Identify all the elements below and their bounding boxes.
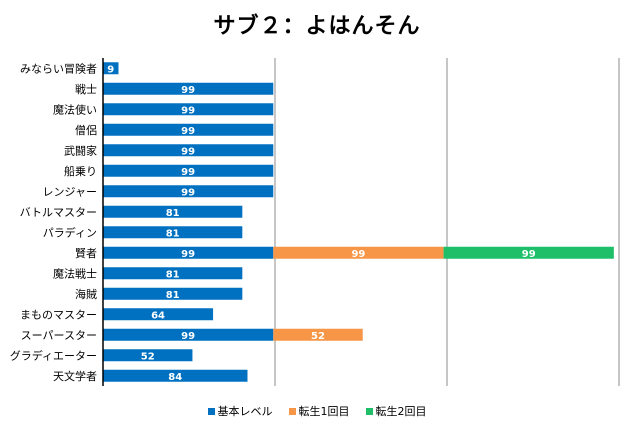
bar	[103, 144, 274, 157]
bar	[103, 267, 243, 280]
bar	[103, 82, 274, 95]
data-label: 52	[141, 351, 155, 362]
data-label: 9	[107, 64, 114, 75]
legend-label: 転生1回目	[298, 405, 350, 418]
bar	[103, 164, 274, 177]
legend-swatch	[365, 407, 373, 415]
data-label: 99	[181, 331, 195, 342]
category-label: 魔法使い	[53, 102, 97, 116]
data-label: 99	[181, 85, 195, 96]
legend-label: 転生2回目	[375, 405, 427, 418]
legend-swatch	[207, 407, 215, 415]
legend-item: 転生1回目	[288, 403, 350, 419]
category-label: 僧侶	[75, 123, 97, 137]
data-label: 99	[181, 249, 195, 260]
legend-swatch	[288, 407, 296, 415]
category-label: 戦士	[75, 83, 97, 96]
category-label: 魔法戦士	[53, 266, 97, 280]
bar	[103, 103, 274, 116]
category-label: まものマスター	[20, 308, 97, 321]
data-label: 81	[166, 228, 180, 239]
bar	[103, 287, 243, 300]
data-label: 81	[166, 208, 180, 219]
bar	[443, 246, 614, 259]
data-label: 81	[166, 269, 180, 280]
category-label: パラディン	[43, 225, 97, 239]
data-label: 99	[351, 249, 365, 260]
bar	[103, 185, 274, 198]
bar	[103, 246, 274, 259]
bar	[103, 328, 274, 341]
bar	[103, 62, 119, 75]
data-label: 81	[166, 290, 180, 301]
legend-label: 基本レベル	[217, 405, 273, 418]
bar	[103, 369, 248, 382]
legend-item: 転生2回目	[365, 403, 427, 419]
chart-title: サブ２：よはんそん	[213, 14, 421, 39]
category-label: バトルマスター	[20, 206, 97, 219]
data-label: 99	[181, 187, 195, 198]
bar	[103, 123, 274, 136]
category-label: みならい冒険者	[20, 62, 97, 75]
data-label: 52	[311, 331, 325, 342]
bar	[103, 349, 193, 362]
legend-item: 基本レベル	[207, 403, 273, 419]
bar	[103, 205, 243, 218]
category-label: 海賊	[75, 287, 97, 301]
data-label: 84	[168, 372, 182, 383]
data-label: 99	[181, 105, 195, 116]
data-label: 99	[181, 146, 195, 157]
data-label: 99	[522, 249, 536, 260]
data-label: 64	[151, 310, 165, 321]
data-label: 99	[181, 126, 195, 137]
legend: 基本レベル 転生1回目 転生2回目	[0, 403, 634, 419]
category-label: スーパースター	[21, 329, 97, 342]
bar	[273, 328, 363, 341]
category-label: 天文学者	[53, 369, 97, 383]
data-label: 99	[181, 167, 195, 178]
category-label: 賢者	[75, 247, 97, 260]
category-label: グラディエーター	[10, 348, 97, 362]
bar	[103, 308, 214, 321]
bar	[273, 246, 444, 259]
category-label: 船乗り	[64, 164, 97, 178]
category-label: レンジャー	[43, 185, 97, 198]
bar	[103, 226, 243, 239]
category-label: 武闘家	[64, 143, 97, 157]
